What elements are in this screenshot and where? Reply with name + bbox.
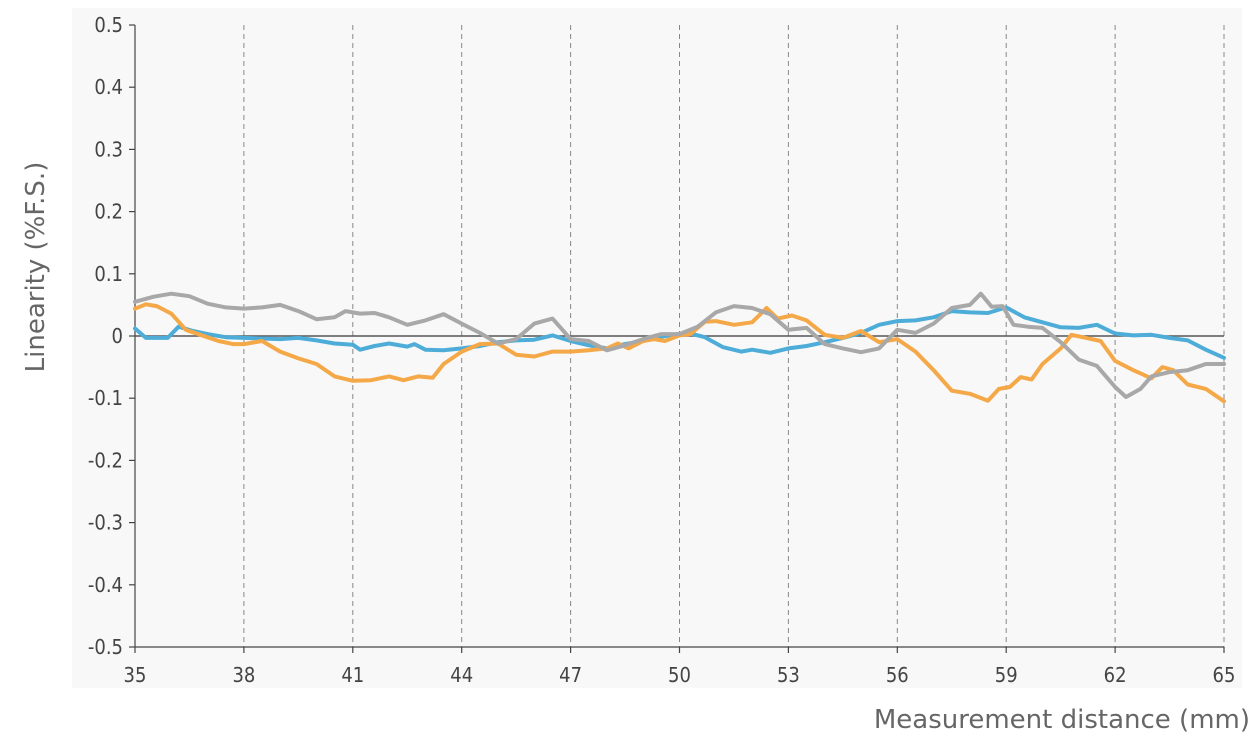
x-tick-label: 59 (995, 663, 1018, 687)
y-tick-label: 0.1 (94, 262, 123, 286)
y-axis-title: Linearity (%F.S.) (21, 162, 51, 373)
y-tick-label: -0.4 (88, 573, 123, 597)
y-tick-label: -0.3 (88, 511, 123, 535)
y-tick-label: 0.5 (94, 13, 123, 37)
x-tick-label: 53 (777, 663, 800, 687)
series-line-3 (133, 291, 1226, 399)
y-tick-label: 0.4 (94, 75, 123, 99)
y-tick-label: -0.2 (88, 448, 123, 472)
x-tick-label: 47 (559, 663, 582, 687)
x-tick-label: 50 (668, 663, 691, 687)
y-tick-label: 0 (112, 324, 123, 348)
y-tick-label: 0.3 (94, 137, 123, 161)
series-line-2 (133, 302, 1226, 404)
data-series (133, 291, 1226, 404)
x-axis-title: Measurement distance (mm) (874, 705, 1250, 735)
y-tick-label: 0.2 (94, 200, 123, 224)
chart-background (72, 8, 1242, 688)
x-tick-label: 65 (1213, 663, 1236, 687)
x-tick-label: 56 (886, 663, 909, 687)
x-tick-label: 62 (1104, 663, 1127, 687)
x-tick-label: 41 (341, 663, 364, 687)
tick-labels: 0.5 0.4 0.3 0.2 0.1 0 -0.1 -0.2 -0.3 -0.4 -0.535 38… (88, 13, 1236, 687)
x-tick-label: 35 (124, 663, 147, 687)
x-tick-label: 44 (450, 663, 473, 687)
x-tick-label: 38 (232, 663, 255, 687)
y-tick-label: -0.1 (88, 386, 123, 410)
y-tick-label: -0.5 (88, 635, 123, 659)
